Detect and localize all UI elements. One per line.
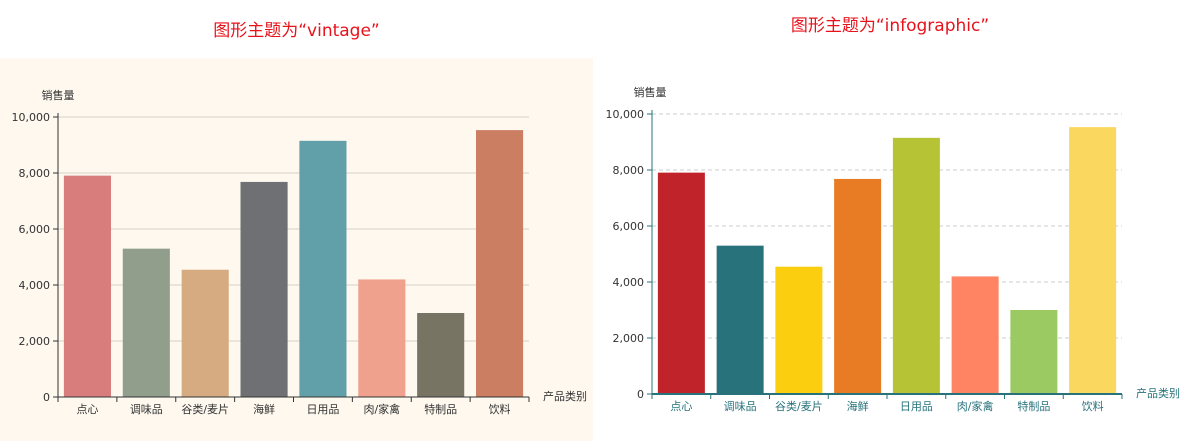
bar-2: [122, 248, 170, 397]
x-tick-label: 点心: [670, 400, 692, 413]
y-tick-label: 4,000: [19, 279, 51, 292]
y-tick-label: 8,000: [19, 167, 51, 180]
chart-title-vintage: 图形主题为“vintage”: [213, 21, 380, 41]
x-tick-label: 海鲜: [847, 399, 869, 413]
x-axis-title: 产品类别: [543, 389, 587, 403]
chart-title-infographic: 图形主题为“infographic”: [790, 16, 990, 36]
bar-7: [1010, 310, 1058, 394]
x-tick-label: 饮料: [1082, 399, 1104, 413]
x-tick-label: 谷类/麦片: [181, 402, 229, 416]
y-tick-label: 8,000: [613, 164, 645, 177]
bar-7: [417, 313, 465, 397]
bar-8: [476, 130, 524, 397]
bar-5: [299, 140, 347, 397]
x-tick-label: 特制品: [1017, 399, 1050, 413]
y-axis-title: 销售量: [634, 85, 667, 99]
bar-3: [181, 269, 229, 397]
y-tick-label: 0: [43, 391, 50, 404]
x-tick-label: 调味品: [130, 403, 163, 416]
x-axis-title: 产品类别: [1136, 386, 1180, 400]
x-tick-label: 点心: [76, 403, 98, 416]
x-tick-label: 肉/家禽: [363, 402, 400, 416]
x-tick-label: 调味品: [724, 400, 757, 413]
bar-4: [240, 181, 288, 397]
y-tick-label: 6,000: [613, 220, 645, 233]
y-axis-title: 销售量: [42, 88, 75, 102]
x-tick-label: 饮料: [489, 402, 511, 416]
bar-1: [657, 172, 705, 394]
bar-1: [63, 175, 111, 397]
bar-6: [951, 276, 999, 394]
infographic-bar-chart: 0 2,000 4,000 6,000 8,000 10,000 点心 调味品 谷类/麦片 海鲜 日…: [606, 85, 1181, 413]
x-tick-label: 日用品: [900, 400, 933, 413]
bar-8: [1069, 127, 1117, 394]
x-tick-label: 海鲜: [253, 402, 275, 416]
bar-6: [358, 279, 406, 397]
y-tick-label: 0: [637, 388, 644, 401]
y-tick-label: 2,000: [613, 332, 645, 345]
x-tick-label: 特制品: [424, 402, 457, 416]
x-tick-label: 肉/家禽: [957, 399, 994, 413]
x-tick-label: 谷类/麦片: [775, 399, 823, 413]
y-tick-label: 6,000: [19, 223, 51, 236]
bar-5: [892, 137, 940, 394]
bar-4: [834, 178, 882, 394]
bar-2: [716, 245, 764, 394]
vintage-bar-chart: 0 2,000 4,000 6,000 8,000 10,000 点心 调味品 谷类/麦片 海鲜 日…: [0, 58, 593, 441]
y-tick-label: 10,000: [12, 111, 51, 124]
x-tick-label: 日用品: [306, 403, 339, 416]
bar-3: [775, 266, 823, 394]
y-tick-label: 4,000: [613, 276, 645, 289]
y-tick-label: 10,000: [606, 108, 645, 121]
y-tick-label: 2,000: [19, 335, 51, 348]
